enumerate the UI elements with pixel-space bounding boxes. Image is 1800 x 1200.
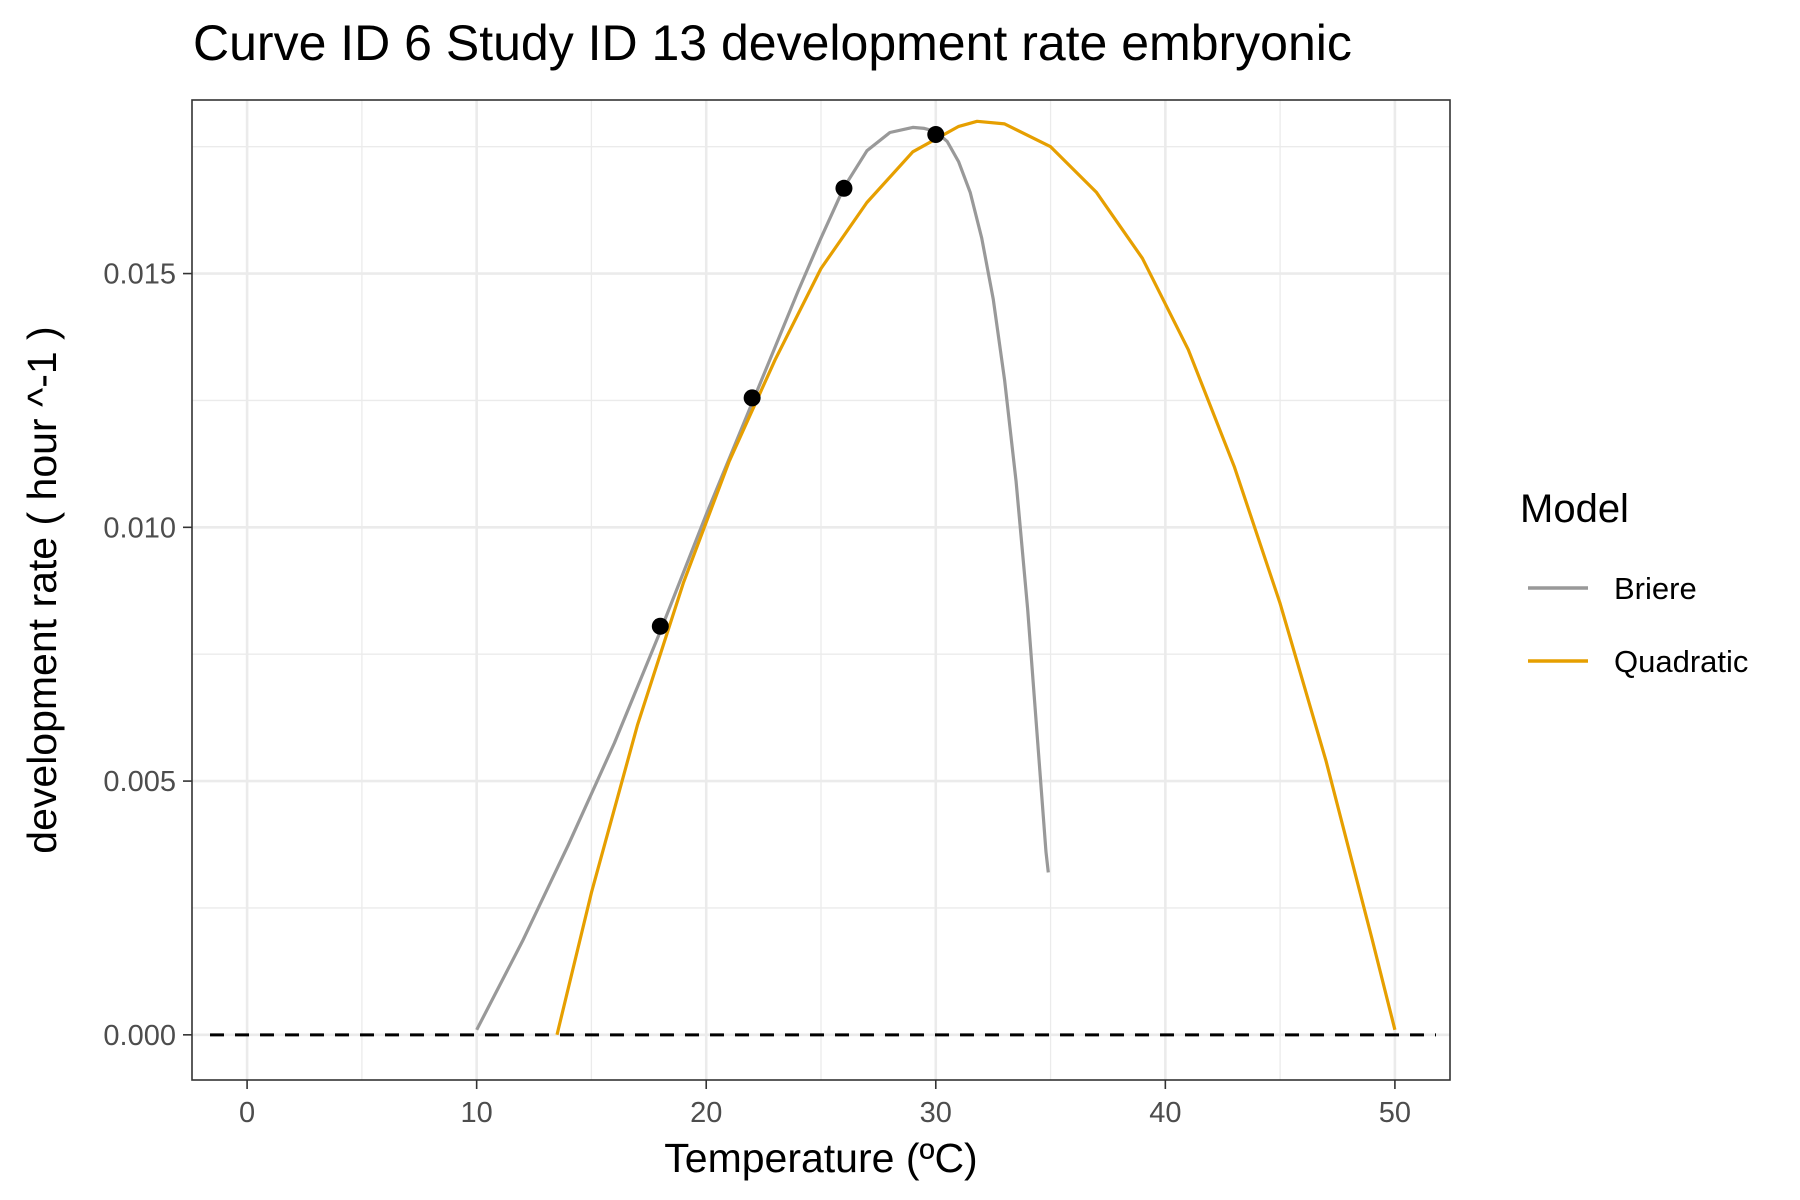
legend-title: Model bbox=[1520, 487, 1629, 531]
series-layer bbox=[475, 119, 1397, 1036]
legend-label-briere: Briere bbox=[1614, 571, 1697, 606]
chart-title: Curve ID 6 Study ID 13 development rate … bbox=[193, 15, 1352, 71]
x-tick-label: 10 bbox=[461, 1097, 493, 1129]
points-layer bbox=[651, 126, 945, 635]
data-point bbox=[835, 179, 853, 197]
minor-gridlines bbox=[192, 100, 1450, 1080]
y-tick-label: 0.015 bbox=[103, 259, 176, 291]
legend-label-quadratic: Quadratic bbox=[1614, 644, 1748, 679]
series-line-briere bbox=[475, 125, 1050, 1031]
data-point bbox=[651, 617, 669, 635]
x-tick-label: 50 bbox=[1379, 1097, 1411, 1129]
series-line-quadratic bbox=[555, 119, 1397, 1036]
y-tick-label: 0.000 bbox=[103, 1020, 176, 1052]
data-point bbox=[743, 389, 761, 407]
legend: Model Briere Quadratic bbox=[1520, 487, 1748, 679]
y-axis: 0.000 0.005 0.010 0.015 bbox=[103, 259, 192, 1052]
y-axis-title: development rate ( hour ^-1 ) bbox=[19, 326, 65, 853]
x-tick-label: 30 bbox=[920, 1097, 952, 1129]
data-point bbox=[927, 126, 945, 144]
plot-panel bbox=[191, 99, 1451, 1081]
x-axis-title: Temperature (ºC) bbox=[664, 1135, 977, 1181]
x-tick-label: 20 bbox=[690, 1097, 722, 1129]
major-gridlines bbox=[192, 100, 1450, 1080]
y-tick-label: 0.005 bbox=[103, 766, 176, 798]
x-axis: 0 10 20 30 40 50 bbox=[239, 1080, 1411, 1129]
plot-panel-border bbox=[191, 99, 1451, 1081]
x-tick-label: 0 bbox=[239, 1097, 255, 1129]
y-tick-label: 0.010 bbox=[103, 512, 176, 544]
legend-items: Briere Quadratic bbox=[1528, 571, 1748, 679]
x-tick-label: 40 bbox=[1149, 1097, 1181, 1129]
